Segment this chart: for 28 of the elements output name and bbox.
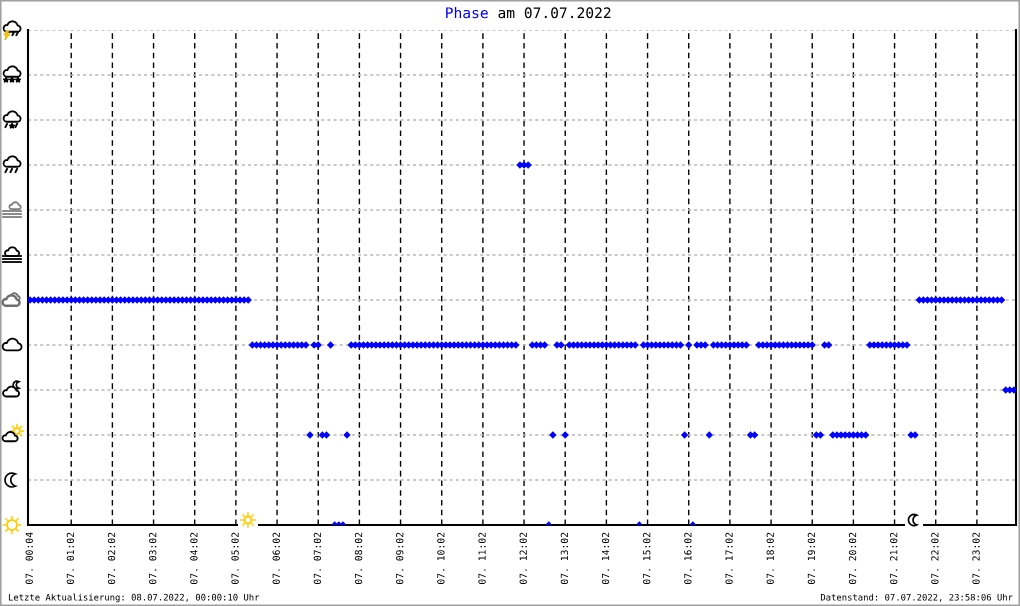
x-tick-label: 07. 22:02 [931,532,939,584]
x-tick-label: 07. 19:02 [807,532,816,584]
x-tick-label: 07. 12:02 [519,532,527,584]
x-tick-label: 07. 17:02 [725,532,733,584]
x-tick-label: 07. 09:02 [396,532,404,584]
x-tick-label: 07. 06:02 [272,532,280,584]
x-tick-label: 07. 00:04 [25,532,33,584]
x-tick-label: 07. 08:02 [354,532,363,584]
chart-title: am 07.07.2022 [498,7,611,19]
x-tick-label: 07. 15:02 [643,532,651,584]
x-tick-label: 07. 04:02 [190,532,198,584]
x-tick-label: 07. 16:02 [684,532,692,584]
x-tick-label: 07. 21:02 [890,532,898,584]
x-tick-label: 07. 14:02 [601,532,610,584]
x-tick-label: 07. 13:02 [560,532,569,584]
text: Datenstand: 07.07.2022, 23:58:06 Uhr [820,593,1013,602]
x-tick-label: 07. 20:02 [848,532,857,584]
x-tick-label: 07. 02:02 [107,532,116,584]
x-tick-label: 07. 23:02 [972,532,980,584]
x-tick-label: 07. 11:02 [478,532,486,584]
text: Letzte Aktualisierung: 08.07.2022, 00:00:10 Uhr [8,593,260,603]
x-tick-label: 07. 05:02 [231,532,239,584]
x-tick-label: 07. 01:02 [66,532,75,584]
x-tick-label: 07. 03:02 [149,532,157,584]
x-tick-label: 07. 10:02 [437,532,445,584]
text: Phase [446,6,488,19]
x-tick-label: 07. 07:02 [313,532,322,584]
x-tick-label: 07. 18:02 [766,532,774,584]
